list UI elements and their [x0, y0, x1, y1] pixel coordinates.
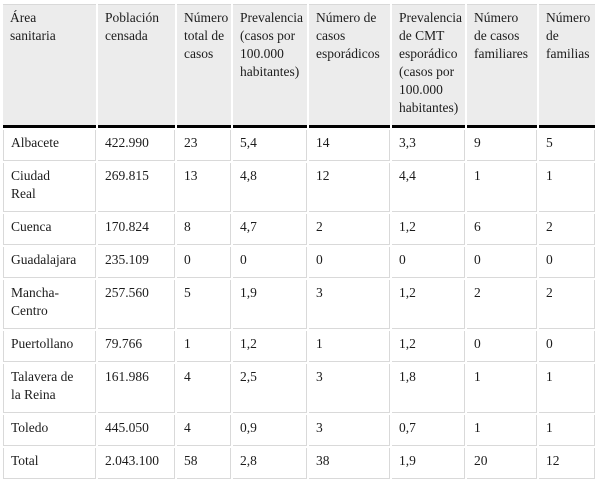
table-cell: 1,2	[233, 331, 307, 362]
row-label-cell: Ciudad Real	[3, 163, 96, 212]
table-cell: 2,5	[233, 364, 307, 413]
table-cell: 20	[467, 448, 537, 479]
table-cell: 1	[539, 163, 595, 212]
table-cell: 38	[309, 448, 390, 479]
table-header: Área sanitaria Población censada Número …	[3, 4, 595, 128]
table-cell: 5	[539, 130, 595, 161]
table-cell: 1,2	[392, 214, 465, 245]
table-row-toledo: Toledo 445.050 4 0,9 3 0,7 1 1	[3, 415, 595, 446]
table-cell: 2.043.100	[98, 448, 175, 479]
table-cell: 2	[309, 214, 390, 245]
table-row-cuenca: Cuenca 170.824 8 4,7 2 1,2 6 2	[3, 214, 595, 245]
table-cell: 0	[539, 331, 595, 362]
table-cell: 5	[177, 280, 231, 329]
table-cell: 0	[467, 247, 537, 278]
table-cell: 5,4	[233, 130, 307, 161]
table-cell: 1	[177, 331, 231, 362]
table-cell: 257.560	[98, 280, 175, 329]
table-cell: 79.766	[98, 331, 175, 362]
table-row-mancha-centro: Mancha- Centro 257.560 5 1,9 3 1,2 2 2	[3, 280, 595, 329]
row-label-cell: Mancha- Centro	[3, 280, 96, 329]
table-cell: 8	[177, 214, 231, 245]
table-cell: 14	[309, 130, 390, 161]
table-row-guadalajara: Guadalajara 235.109 0 0 0 0 0 0	[3, 247, 595, 278]
table-cell: 161.986	[98, 364, 175, 413]
table-cell: 58	[177, 448, 231, 479]
table-cell: 1	[309, 331, 390, 362]
table-cell: 170.824	[98, 214, 175, 245]
table-cell: 0	[539, 247, 595, 278]
table-row-ciudad-real: Ciudad Real 269.815 13 4,8 12 4,4 1 1	[3, 163, 595, 212]
table-cell: 23	[177, 130, 231, 161]
column-header-poblacion-censada: Población censada	[98, 4, 175, 128]
table-header-row: Área sanitaria Población censada Número …	[3, 4, 595, 128]
table-cell: 12	[539, 448, 595, 479]
table-cell: 1,9	[392, 448, 465, 479]
table-cell: 9	[467, 130, 537, 161]
table-cell: 445.050	[98, 415, 175, 446]
table-cell: 4	[177, 364, 231, 413]
table-cell: 2	[539, 280, 595, 329]
table-cell: 1,8	[392, 364, 465, 413]
table-cell: 4	[177, 415, 231, 446]
table-row-total: Total 2.043.100 58 2,8 38 1,9 20 12	[3, 448, 595, 479]
column-header-area-sanitaria: Área sanitaria	[3, 4, 96, 128]
table-cell: 3	[309, 415, 390, 446]
table-cell: 2,8	[233, 448, 307, 479]
column-header-numero-total-casos: Número total de casos	[177, 4, 231, 128]
table-cell: 0,9	[233, 415, 307, 446]
table-cell: 269.815	[98, 163, 175, 212]
row-label-cell: Toledo	[3, 415, 96, 446]
table-cell: 3,3	[392, 130, 465, 161]
table-cell: 1	[539, 364, 595, 413]
column-header-casos-esporadicos: Número de casos esporádicos	[309, 4, 390, 128]
table-cell: 4,7	[233, 214, 307, 245]
row-label-cell: Total	[3, 448, 96, 479]
table-cell: 0	[392, 247, 465, 278]
table-cell: 0	[177, 247, 231, 278]
row-label-cell: Cuenca	[3, 214, 96, 245]
row-label-cell: Talavera de la Reina	[3, 364, 96, 413]
column-header-prevalencia: Prevalencia (casos por 100.000 habitante…	[233, 4, 307, 128]
table-cell: 2	[467, 280, 537, 329]
table-cell: 3	[309, 280, 390, 329]
table-cell: 0	[233, 247, 307, 278]
column-header-casos-familiares: Número de casos familiares	[467, 4, 537, 128]
table-body: Albacete 422.990 23 5,4 14 3,3 9 5 Ciuda…	[3, 130, 595, 479]
row-label-cell: Guadalajara	[3, 247, 96, 278]
table-cell: 1,9	[233, 280, 307, 329]
row-label-cell: Albacete	[3, 130, 96, 161]
table-row-talavera: Talavera de la Reina 161.986 4 2,5 3 1,8…	[3, 364, 595, 413]
table-cell: 1,2	[392, 280, 465, 329]
table-cell: 0	[467, 331, 537, 362]
table-cell: 3	[309, 364, 390, 413]
row-label-cell: Puertollano	[3, 331, 96, 362]
table-cell: 12	[309, 163, 390, 212]
table-cell: 4,8	[233, 163, 307, 212]
table-cell: 235.109	[98, 247, 175, 278]
table-cell: 6	[467, 214, 537, 245]
table-cell: 13	[177, 163, 231, 212]
column-header-prevalencia-cmt-esporadico: Prevalencia de CMT esporádico (casos por…	[392, 4, 465, 128]
table-row-albacete: Albacete 422.990 23 5,4 14 3,3 9 5	[3, 130, 595, 161]
table-cell: 1,2	[392, 331, 465, 362]
table-cell: 4,4	[392, 163, 465, 212]
table-cell: 422.990	[98, 130, 175, 161]
table-cell: 1	[467, 163, 537, 212]
table-cell: 0	[309, 247, 390, 278]
table-cell: 0,7	[392, 415, 465, 446]
table-row-puertollano: Puertollano 79.766 1 1,2 1 1,2 0 0	[3, 331, 595, 362]
table-cell: 1	[467, 415, 537, 446]
column-header-numero-familias: Número de familias	[539, 4, 595, 128]
table-cell: 2	[539, 214, 595, 245]
table-cell: 1	[467, 364, 537, 413]
table-cell: 1	[539, 415, 595, 446]
